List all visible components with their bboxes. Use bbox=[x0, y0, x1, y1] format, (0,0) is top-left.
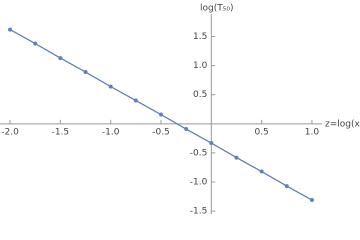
data-point bbox=[309, 198, 314, 203]
data-point bbox=[259, 169, 264, 174]
data-point bbox=[108, 84, 113, 89]
x-tick-label: 0.5 bbox=[254, 127, 268, 137]
data-point bbox=[133, 98, 138, 103]
x-tick-label: 1.0 bbox=[305, 127, 320, 137]
data-point bbox=[209, 141, 214, 146]
y-tick-label: 1.5 bbox=[193, 32, 207, 42]
data-point bbox=[284, 184, 289, 189]
data-point bbox=[159, 112, 163, 117]
data-point bbox=[83, 70, 88, 75]
y-tick-label: 1.0 bbox=[193, 61, 208, 71]
x-tick-label: -2.0 bbox=[1, 127, 19, 137]
data-point bbox=[234, 155, 239, 160]
chart: log(T₅₀) z=log(x) -2.0 -1.5 -1.0 -0.5 0.5 1.0… bbox=[0, 4, 360, 217]
x-axis-label: z=log(x) bbox=[325, 120, 360, 130]
y-tick-label: -1.5 bbox=[190, 207, 208, 217]
y-tick-label: 0.5 bbox=[193, 90, 207, 100]
y-tick-label: -1.0 bbox=[190, 178, 208, 188]
data-point bbox=[33, 41, 38, 46]
y-axis-label: log(T₅₀) bbox=[200, 4, 233, 14]
x-tick-label: -0.5 bbox=[152, 127, 170, 137]
x-tick-label: -1.0 bbox=[102, 127, 120, 137]
y-tick-label: -0.5 bbox=[190, 148, 208, 158]
data-point bbox=[8, 27, 13, 32]
data-point bbox=[184, 127, 189, 132]
data-point bbox=[58, 56, 63, 61]
x-tick-label: -1.5 bbox=[52, 127, 70, 137]
